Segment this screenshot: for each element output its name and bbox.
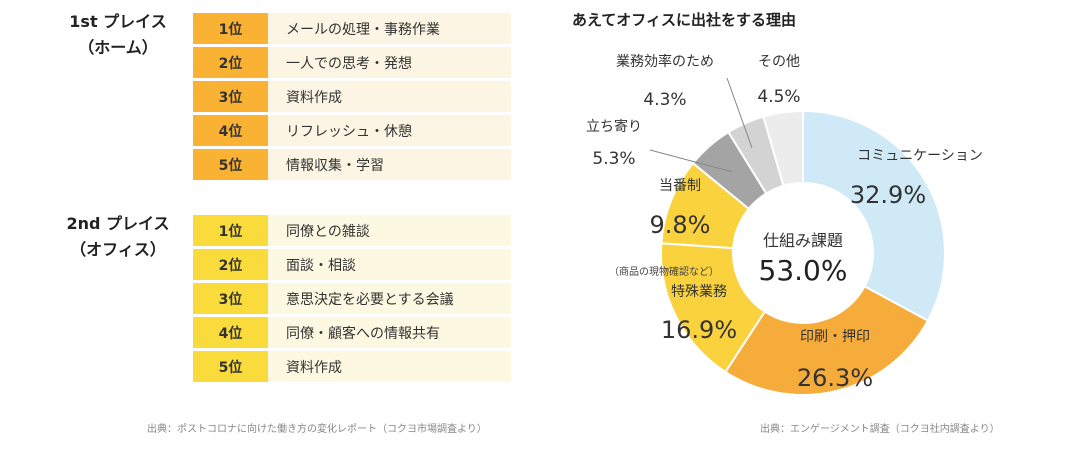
rank-cell: 4位 <box>193 317 268 348</box>
rank-cell: 3位 <box>193 81 268 112</box>
slice-value-duty: 9.8% <box>650 211 711 239</box>
slice-label-efficiency: 業務効率のため <box>616 53 714 70</box>
leader-line-dropin <box>649 149 732 173</box>
pie-slice <box>660 242 767 374</box>
table-row: 5位 資料作成 <box>193 351 511 382</box>
item-cell: 情報収集・学習 <box>268 149 511 180</box>
rank-cell: 3位 <box>193 283 268 314</box>
slice-value-efficiency: 4.3% <box>643 90 686 110</box>
item-cell: 面談・相談 <box>268 249 511 280</box>
slice-value-dropin: 5.3% <box>592 149 635 169</box>
chart-title: あえてオフィスに出社をする理由 <box>572 11 796 29</box>
slice-value-special: 16.9% <box>661 316 737 344</box>
item-cell: 資料作成 <box>268 81 511 112</box>
table-row: 1位 同僚との雑談 <box>193 215 511 246</box>
center-label: 仕組み課題 <box>763 231 843 250</box>
pie-slice <box>762 109 804 188</box>
rank-cell: 2位 <box>193 47 268 78</box>
slice-label-printing: 印刷・押印 <box>800 329 870 345</box>
slice-label-special: 特殊業務 <box>671 284 727 300</box>
item-cell: 同僚との雑談 <box>268 215 511 246</box>
slice-note-special: （商品の現物確認など） <box>609 265 719 278</box>
table-row: 3位 資料作成 <box>193 81 511 112</box>
home-heading-line1: 1st プレイス <box>69 12 167 31</box>
table-row: 3位 意思決定を必要とする会議 <box>193 283 511 314</box>
item-cell: 一人での思考・発想 <box>268 47 511 78</box>
slice-label-other: その他 <box>758 54 800 70</box>
table-row: 1位 メールの処理・事務作業 <box>193 13 511 44</box>
item-cell: メールの処理・事務作業 <box>268 13 511 44</box>
table-row: 2位 面談・相談 <box>193 249 511 280</box>
office-heading-line1: 2nd プレイス <box>66 214 170 233</box>
slice-value-other: 4.5% <box>757 87 800 107</box>
item-cell: 資料作成 <box>268 351 511 382</box>
slice-value-printing: 26.3% <box>797 364 873 392</box>
table-row: 4位 同僚・顧客への情報共有 <box>193 317 511 348</box>
office-ranking-table: 1位 同僚との雑談 2位 面談・相談 3位 意思決定を必要とする会議 4位 同僚… <box>193 215 511 385</box>
rank-cell: 5位 <box>193 149 268 180</box>
rank-cell: 1位 <box>193 215 268 246</box>
item-cell: リフレッシュ・休憩 <box>268 115 511 146</box>
slice-label-communication: コミュニケーション <box>857 148 983 164</box>
left-source-note: 出典：ポストコロナに向けた働き方の変化レポート（コクヨ市場調査より） <box>147 424 487 435</box>
slice-label-duty: 当番制 <box>659 178 701 194</box>
office-heading-line2: （オフィス） <box>70 240 166 259</box>
table-row: 4位 リフレッシュ・休憩 <box>193 115 511 146</box>
slice-value-communication: 32.9% <box>850 181 926 209</box>
home-heading: 1st プレイス （ホーム） <box>60 9 176 61</box>
item-cell: 同僚・顧客への情報共有 <box>268 317 511 348</box>
center-value: 53.0% <box>759 254 848 287</box>
office-heading: 2nd プレイス （オフィス） <box>60 211 176 263</box>
home-ranking-table: 1位 メールの処理・事務作業 2位 一人での思考・発想 3位 資料作成 4位 リ… <box>193 13 511 183</box>
rank-cell: 5位 <box>193 351 268 382</box>
item-cell: 意思決定を必要とする会議 <box>268 283 511 314</box>
table-row: 5位 情報収集・学習 <box>193 149 511 180</box>
pie-slice <box>724 284 930 396</box>
rank-cell: 1位 <box>193 13 268 44</box>
leader-line-efficiency <box>726 77 753 149</box>
rank-cell: 4位 <box>193 115 268 146</box>
rank-cell: 2位 <box>193 249 268 280</box>
home-heading-line2: （ホーム） <box>78 38 158 57</box>
pie-slice <box>802 109 946 322</box>
table-row: 2位 一人での思考・発想 <box>193 47 511 78</box>
slice-label-dropin: 立ち寄り <box>586 118 642 135</box>
chart-source-note: 出典：エンゲージメント調査（コクヨ社内調査より） <box>760 424 1000 435</box>
